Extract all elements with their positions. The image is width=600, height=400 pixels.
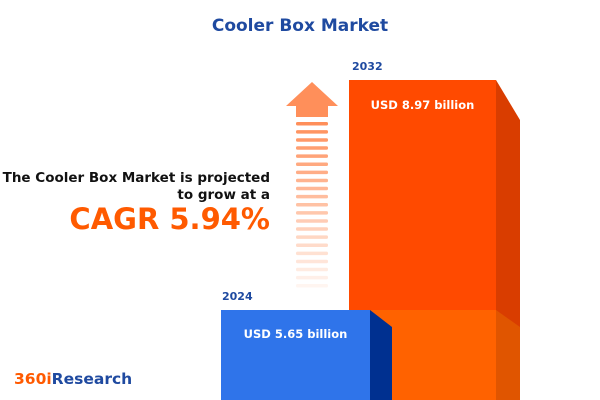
bar-2024-side (370, 310, 392, 400)
arrow-stripe (296, 130, 328, 134)
chart-title: Cooler Box Market (211, 16, 389, 36)
arrow-stripe (296, 227, 328, 231)
arrow-stripe (296, 203, 328, 207)
arrow-stripe (296, 284, 328, 288)
arrow-stripe (296, 235, 328, 239)
arrow-stripe (296, 219, 328, 223)
arrow-stripe (296, 154, 328, 158)
growth-arrow-icon (286, 82, 338, 288)
arrow-stripe (296, 251, 328, 256)
arrow-stripe (296, 243, 328, 247)
description-line-2: to grow at a (177, 187, 270, 203)
arrow-stripe (296, 211, 328, 215)
year-label-2024: 2024 (222, 290, 253, 303)
year-label-2032: 2032 (352, 60, 383, 73)
data-label-2024: USD 5.65 billion (243, 327, 348, 341)
data-label-2032: USD 8.97 billion (370, 98, 475, 112)
arrow-stripe (296, 186, 328, 191)
cagr-value: CAGR 5.94% (69, 202, 270, 236)
arrow-head (286, 82, 338, 117)
description: The Cooler Box Market is projected to gr… (0, 170, 270, 204)
bar-2024 (221, 310, 370, 400)
arrow-stripe (296, 170, 328, 175)
arrow-stripe (296, 259, 328, 264)
arrow-stripe (296, 178, 328, 183)
arrow-stripe (296, 194, 328, 199)
description-line-1: The Cooler Box Market is projected (2, 170, 270, 186)
bar-2032-lower-side (496, 310, 520, 400)
logo-part-1: 360i (14, 370, 52, 388)
arrow-stripe (296, 162, 328, 166)
arrow-stripe (296, 275, 328, 280)
arrow-stripe (296, 267, 328, 272)
arrow-stripe (296, 122, 328, 126)
logo-part-2: Research (51, 370, 133, 388)
logo: 360iResearch (14, 370, 132, 388)
arrow-stripe (296, 138, 328, 142)
arrow-stripe (296, 146, 328, 150)
